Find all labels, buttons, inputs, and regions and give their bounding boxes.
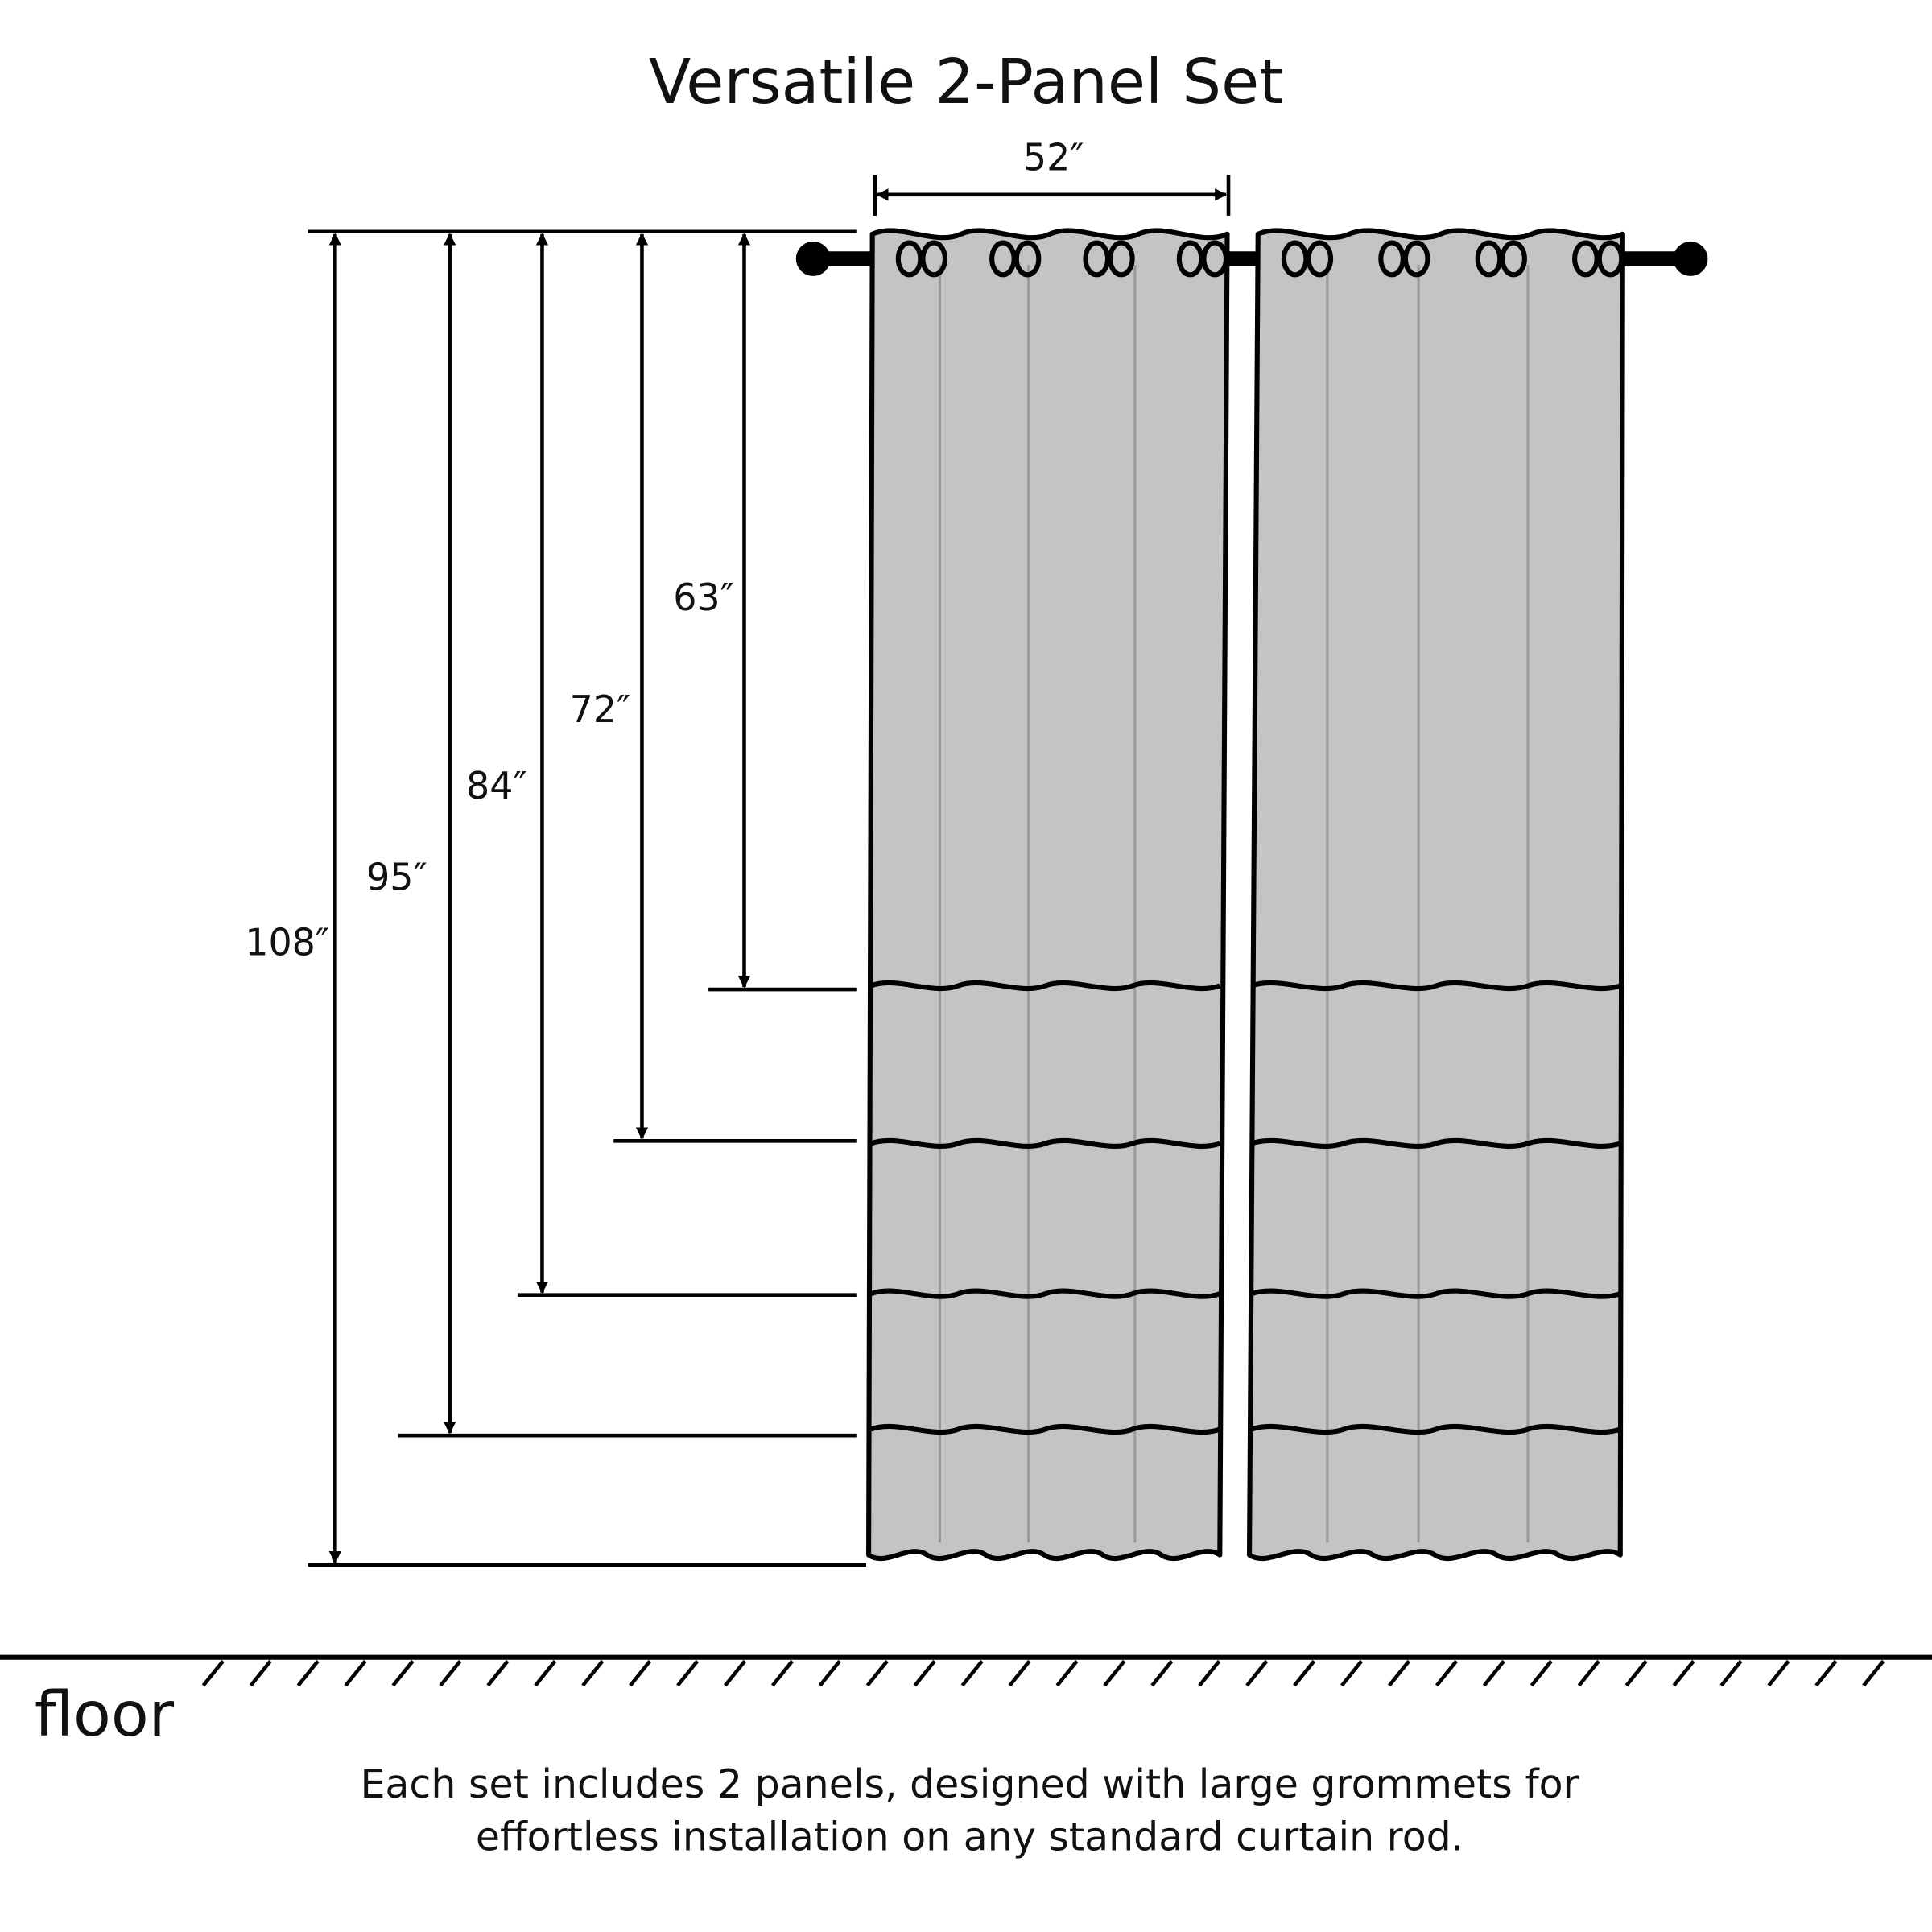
length-label: 63″ — [673, 576, 734, 619]
length-label: 72″ — [570, 687, 631, 731]
hatch-mark — [249, 1659, 272, 1687]
hatch-mark — [296, 1659, 320, 1687]
hatch-mark — [1672, 1659, 1695, 1687]
curtain-panel — [866, 228, 1230, 1562]
hatch-mark — [770, 1659, 794, 1687]
hatch-mark — [1577, 1659, 1600, 1687]
title: Versatile 2-Panel Set — [649, 47, 1283, 118]
hatch-mark — [391, 1659, 415, 1687]
hatch-mark — [581, 1659, 605, 1687]
grommet — [1596, 240, 1624, 278]
hatch-mark — [344, 1659, 367, 1687]
width-label: 52″ — [1023, 135, 1084, 179]
hatch-mark — [1245, 1659, 1269, 1687]
grommet — [1402, 240, 1430, 278]
caption-line: Each set includes 2 panels, designed wit… — [360, 1761, 1579, 1807]
hatch-mark — [1530, 1659, 1553, 1687]
caption-line: effortless installation on any standard … — [476, 1814, 1464, 1860]
curtain-panel — [1246, 228, 1625, 1562]
hatch-mark — [1387, 1659, 1411, 1687]
hatch-mark — [1198, 1659, 1221, 1687]
dimensions — [308, 175, 1231, 1567]
hem-line — [870, 1423, 1221, 1435]
hem-line — [1251, 1288, 1621, 1299]
grommet — [1013, 240, 1042, 278]
length-label: 108″ — [245, 920, 329, 964]
hatch-mark — [1150, 1659, 1174, 1687]
rod-finial — [795, 242, 831, 276]
curtains — [795, 228, 1708, 1562]
hatch-mark — [1435, 1659, 1458, 1687]
hatch-mark — [1624, 1659, 1648, 1687]
hem-line — [870, 980, 1221, 992]
floor-label: floor — [35, 1679, 175, 1751]
grommet — [1108, 240, 1135, 278]
grommet — [1201, 240, 1229, 278]
floor-hatching — [201, 1659, 1885, 1687]
hatch-mark — [1719, 1659, 1743, 1687]
hatch-mark — [486, 1659, 510, 1687]
hem-line — [1251, 1137, 1621, 1149]
hatch-mark — [676, 1659, 700, 1687]
hatch-mark — [1767, 1659, 1790, 1687]
length-label: 84″ — [466, 764, 527, 807]
hem-line — [870, 1288, 1221, 1299]
hatch-mark — [1814, 1659, 1838, 1687]
rod-finial — [1673, 242, 1708, 276]
hatch-mark — [629, 1659, 652, 1687]
hatch-mark — [1340, 1659, 1364, 1687]
hatch-mark — [723, 1659, 747, 1687]
length-label: 95″ — [366, 855, 427, 898]
hatch-mark — [1103, 1659, 1126, 1687]
hatch-mark — [1055, 1659, 1079, 1687]
hatch-mark — [913, 1659, 936, 1687]
grommet — [1306, 240, 1334, 278]
hatch-mark — [818, 1659, 841, 1687]
hatch-mark — [960, 1659, 984, 1687]
hatch-mark — [1482, 1659, 1505, 1687]
hem-line — [1251, 980, 1621, 991]
hatch-mark — [1293, 1659, 1316, 1687]
hem-line — [1251, 1424, 1621, 1435]
hatch-mark — [1008, 1659, 1031, 1687]
hatch-mark — [201, 1659, 225, 1687]
grommet — [1500, 240, 1527, 278]
hatch-mark — [439, 1659, 462, 1687]
hatch-mark — [534, 1659, 557, 1687]
grommet — [920, 240, 948, 278]
hatch-mark — [1862, 1659, 1885, 1687]
hem-line — [870, 1137, 1221, 1149]
hatch-mark — [865, 1659, 889, 1687]
